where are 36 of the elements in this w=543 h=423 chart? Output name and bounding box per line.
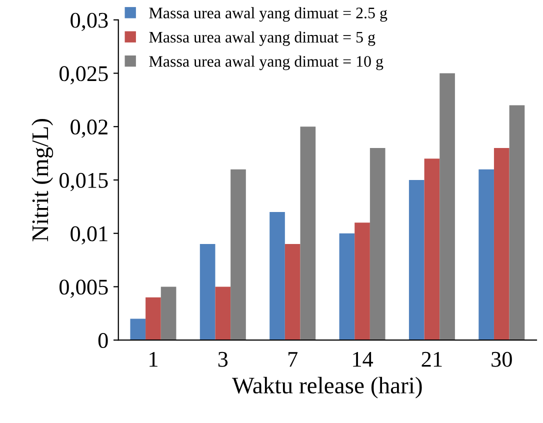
y-tick-label: 0,005 [60,280,108,298]
bar [354,222,370,340]
x-tick-label: 1 [150,352,158,367]
bar [130,318,146,340]
bar [200,244,216,340]
y-tick-label: 0,015 [60,172,108,192]
x-axis-title: Waktu release (hari) [232,376,422,398]
bar [408,180,424,340]
x-tick-label: 3 [218,352,228,367]
bar [370,148,386,340]
bar [494,148,510,340]
bar [230,169,246,340]
bar [509,105,525,340]
bar [478,169,494,340]
x-tick-label: 14 [353,352,374,367]
y-tick-label: 0,02 [70,120,108,138]
y-tick-label: 0,025 [60,66,108,84]
bar [300,126,316,340]
legend-label: Massa urea awal yang dimuat = 5 g [149,31,376,46]
y-tick-label: 0,01 [70,226,108,244]
legend-label: Massa urea awal yang dimuat = 10 g [149,56,384,70]
x-tick-label: 21 [422,352,442,367]
bar [424,158,440,340]
x-tick-label: 7 [288,352,298,367]
bar [284,244,300,340]
bar [215,286,231,340]
y-axis-title: Nitrit (mg/L) [32,119,54,242]
bar [440,73,455,340]
y-tick-label: 0 [98,333,108,348]
bar [270,212,285,340]
legend-label: Massa urea awal yang dimuat = 2.5 g [149,7,388,22]
bar [160,286,176,340]
bar [339,233,355,340]
bar [146,297,161,340]
y-tick-label: 0,03 [70,12,108,32]
x-tick-label: 30 [492,352,512,367]
